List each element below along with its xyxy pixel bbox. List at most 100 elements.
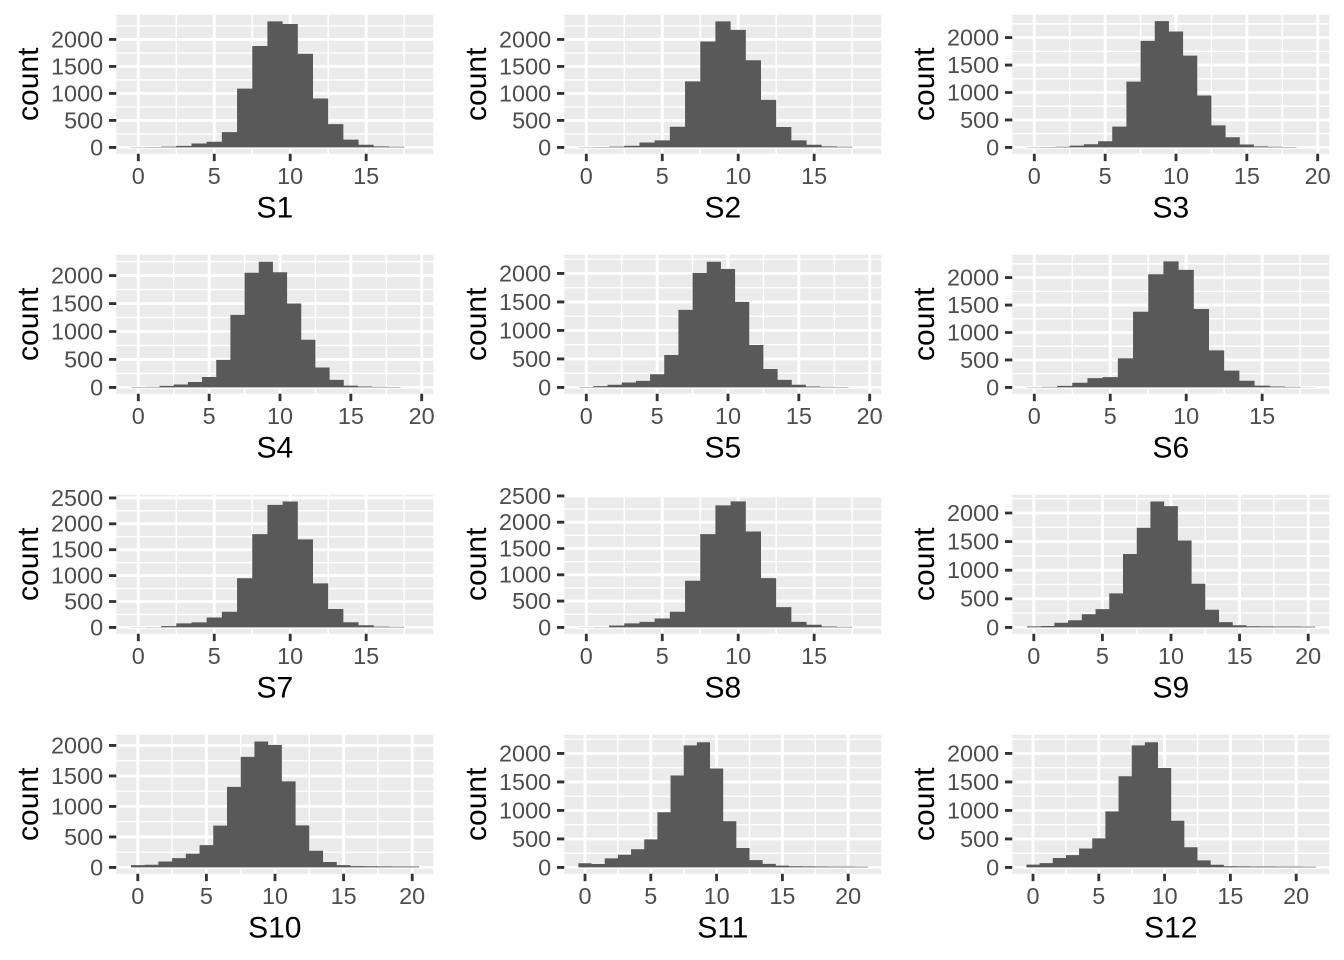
svg-text:10: 10 bbox=[1152, 883, 1178, 909]
svg-text:15: 15 bbox=[1227, 643, 1253, 669]
svg-text:10: 10 bbox=[715, 403, 741, 429]
svg-text:S1: S1 bbox=[256, 192, 293, 225]
svg-text:10: 10 bbox=[262, 883, 288, 909]
svg-text:S6: S6 bbox=[1152, 432, 1189, 465]
svg-text:S4: S4 bbox=[256, 432, 293, 465]
svg-text:0: 0 bbox=[1026, 883, 1039, 909]
svg-text:1500: 1500 bbox=[51, 290, 103, 316]
svg-text:0: 0 bbox=[90, 374, 103, 400]
svg-text:1000: 1000 bbox=[947, 319, 999, 345]
svg-text:10: 10 bbox=[1173, 403, 1199, 429]
svg-text:10: 10 bbox=[277, 643, 303, 669]
svg-text:5: 5 bbox=[656, 643, 669, 669]
svg-text:0: 0 bbox=[578, 883, 591, 909]
svg-text:S5: S5 bbox=[704, 432, 741, 465]
svg-text:0: 0 bbox=[986, 614, 999, 640]
svg-text:0: 0 bbox=[986, 134, 999, 160]
svg-text:0: 0 bbox=[90, 614, 103, 640]
svg-text:0: 0 bbox=[580, 643, 593, 669]
svg-text:1500: 1500 bbox=[499, 53, 551, 79]
svg-text:2000: 2000 bbox=[947, 265, 999, 291]
svg-text:0: 0 bbox=[538, 854, 551, 880]
svg-text:1500: 1500 bbox=[51, 53, 103, 79]
svg-text:2000: 2000 bbox=[499, 740, 551, 766]
svg-text:2000: 2000 bbox=[947, 740, 999, 766]
svg-text:20: 20 bbox=[1305, 163, 1331, 189]
svg-text:15: 15 bbox=[1234, 163, 1260, 189]
svg-text:5: 5 bbox=[208, 163, 221, 189]
svg-text:1500: 1500 bbox=[947, 292, 999, 318]
svg-text:5: 5 bbox=[1096, 643, 1109, 669]
svg-text:count: count bbox=[908, 287, 941, 361]
svg-text:count: count bbox=[12, 527, 45, 601]
svg-text:0: 0 bbox=[90, 134, 103, 160]
svg-text:5: 5 bbox=[200, 883, 213, 909]
svg-text:0: 0 bbox=[132, 643, 145, 669]
svg-text:500: 500 bbox=[960, 347, 999, 373]
svg-text:20: 20 bbox=[1283, 883, 1309, 909]
svg-text:10: 10 bbox=[725, 163, 751, 189]
svg-text:15: 15 bbox=[1217, 883, 1243, 909]
svg-text:S2: S2 bbox=[704, 192, 741, 225]
svg-text:2000: 2000 bbox=[51, 732, 103, 758]
svg-text:15: 15 bbox=[786, 403, 812, 429]
svg-text:0: 0 bbox=[538, 374, 551, 400]
svg-text:10: 10 bbox=[1158, 643, 1184, 669]
svg-text:1000: 1000 bbox=[499, 317, 551, 343]
svg-text:500: 500 bbox=[512, 826, 551, 852]
svg-text:1500: 1500 bbox=[947, 529, 999, 555]
svg-text:0: 0 bbox=[580, 403, 593, 429]
svg-text:0: 0 bbox=[538, 614, 551, 640]
svg-text:S3: S3 bbox=[1152, 192, 1189, 225]
svg-text:1000: 1000 bbox=[51, 80, 103, 106]
svg-text:count: count bbox=[908, 767, 941, 841]
svg-text:500: 500 bbox=[512, 588, 551, 614]
svg-text:2000: 2000 bbox=[51, 511, 103, 537]
svg-text:0: 0 bbox=[131, 883, 144, 909]
svg-text:15: 15 bbox=[353, 643, 379, 669]
svg-text:10: 10 bbox=[267, 403, 293, 429]
svg-text:1000: 1000 bbox=[51, 318, 103, 344]
svg-text:15: 15 bbox=[1249, 403, 1275, 429]
svg-text:count: count bbox=[12, 767, 45, 841]
svg-text:2000: 2000 bbox=[51, 26, 103, 52]
svg-text:500: 500 bbox=[64, 824, 103, 850]
svg-text:15: 15 bbox=[801, 163, 827, 189]
svg-text:S10: S10 bbox=[248, 912, 301, 945]
svg-text:15: 15 bbox=[769, 883, 795, 909]
svg-text:0: 0 bbox=[132, 403, 145, 429]
svg-text:2000: 2000 bbox=[947, 500, 999, 526]
svg-text:0: 0 bbox=[90, 854, 103, 880]
svg-text:15: 15 bbox=[331, 883, 357, 909]
svg-text:5: 5 bbox=[656, 163, 669, 189]
svg-text:1000: 1000 bbox=[51, 793, 103, 819]
svg-text:0: 0 bbox=[538, 134, 551, 160]
svg-text:1500: 1500 bbox=[499, 769, 551, 795]
svg-text:count: count bbox=[460, 767, 493, 841]
svg-text:1500: 1500 bbox=[51, 537, 103, 563]
svg-text:1500: 1500 bbox=[51, 763, 103, 789]
svg-text:10: 10 bbox=[725, 643, 751, 669]
svg-text:1000: 1000 bbox=[51, 563, 103, 589]
svg-text:count: count bbox=[460, 287, 493, 361]
svg-text:15: 15 bbox=[801, 643, 827, 669]
svg-text:1000: 1000 bbox=[499, 797, 551, 823]
svg-text:5: 5 bbox=[1092, 883, 1105, 909]
svg-text:1500: 1500 bbox=[947, 52, 999, 78]
svg-text:5: 5 bbox=[1099, 163, 1112, 189]
svg-text:5: 5 bbox=[651, 403, 664, 429]
svg-text:count: count bbox=[12, 47, 45, 121]
svg-text:count: count bbox=[460, 47, 493, 121]
svg-text:0: 0 bbox=[580, 163, 593, 189]
svg-text:1000: 1000 bbox=[947, 79, 999, 105]
svg-text:count: count bbox=[908, 527, 941, 601]
svg-text:S7: S7 bbox=[256, 672, 293, 705]
svg-text:2000: 2000 bbox=[499, 26, 551, 52]
svg-text:count: count bbox=[908, 47, 941, 121]
svg-text:S8: S8 bbox=[704, 672, 741, 705]
svg-text:20: 20 bbox=[1295, 643, 1321, 669]
svg-text:15: 15 bbox=[353, 163, 379, 189]
svg-text:1000: 1000 bbox=[947, 557, 999, 583]
svg-text:1500: 1500 bbox=[947, 769, 999, 795]
svg-text:1000: 1000 bbox=[499, 562, 551, 588]
